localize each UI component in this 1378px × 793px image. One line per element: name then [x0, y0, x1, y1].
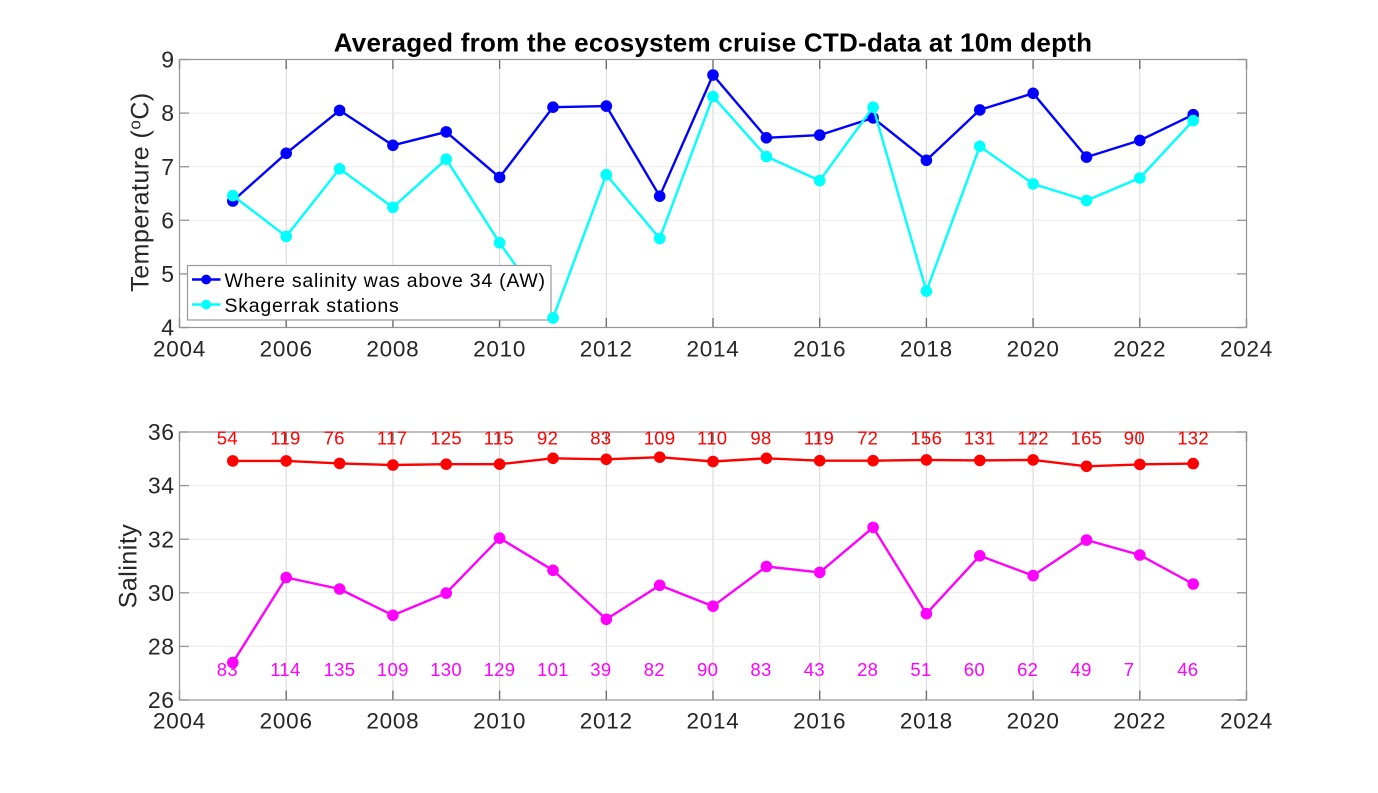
svg-text:49: 49: [1071, 659, 1092, 680]
svg-text:28: 28: [148, 634, 175, 660]
svg-text:110: 110: [697, 428, 727, 449]
svg-text:Salinity: Salinity: [115, 524, 143, 609]
svg-text:125: 125: [430, 428, 462, 449]
svg-text:115: 115: [484, 428, 514, 449]
svg-text:2016: 2016: [793, 337, 846, 362]
svg-text:92: 92: [537, 428, 558, 449]
svg-text:72: 72: [857, 428, 878, 449]
svg-text:2004: 2004: [153, 709, 206, 734]
svg-text:Skagerrak stations: Skagerrak stations: [225, 295, 400, 317]
svg-text:2014: 2014: [686, 337, 739, 362]
svg-text:7: 7: [1124, 659, 1135, 680]
svg-text:109: 109: [377, 659, 409, 680]
svg-text:9: 9: [161, 47, 174, 73]
svg-text:51: 51: [910, 659, 931, 680]
svg-text:2008: 2008: [366, 709, 419, 734]
svg-text:60: 60: [964, 659, 985, 680]
svg-text:101: 101: [537, 659, 569, 680]
svg-text:165: 165: [1071, 428, 1103, 449]
svg-text:54: 54: [217, 428, 238, 449]
svg-text:82: 82: [644, 659, 665, 680]
svg-text:83: 83: [750, 659, 771, 680]
svg-text:98: 98: [750, 428, 771, 449]
svg-text:2008: 2008: [366, 337, 419, 362]
svg-text:156: 156: [910, 428, 942, 449]
svg-text:2006: 2006: [260, 337, 313, 362]
svg-text:62: 62: [1017, 659, 1038, 680]
svg-text:2022: 2022: [1113, 337, 1166, 362]
svg-text:28: 28: [857, 659, 878, 680]
svg-text:83: 83: [217, 659, 238, 680]
svg-text:2014: 2014: [686, 709, 739, 734]
svg-text:36: 36: [148, 419, 175, 445]
svg-text:2018: 2018: [900, 709, 953, 734]
svg-text:26: 26: [148, 687, 175, 713]
svg-text:83: 83: [590, 428, 611, 449]
svg-text:2012: 2012: [580, 709, 633, 734]
svg-text:2006: 2006: [260, 709, 313, 734]
svg-text:2016: 2016: [793, 709, 846, 734]
svg-text:90: 90: [697, 659, 718, 680]
svg-text:Averaged from the ecosystem cr: Averaged from the ecosystem cruise CTD-d…: [334, 28, 1093, 58]
svg-text:43: 43: [804, 659, 825, 680]
svg-text:2010: 2010: [473, 337, 526, 362]
svg-text:130: 130: [430, 659, 462, 680]
svg-text:2024: 2024: [1220, 337, 1273, 362]
svg-text:122: 122: [1017, 428, 1049, 449]
svg-text:2022: 2022: [1113, 709, 1166, 734]
svg-text:109: 109: [644, 428, 676, 449]
svg-text:131: 131: [964, 428, 996, 449]
svg-text:119: 119: [804, 428, 834, 449]
svg-text:135: 135: [324, 659, 356, 680]
svg-text:8: 8: [161, 100, 174, 126]
svg-text:4: 4: [161, 315, 174, 341]
svg-text:Where salinity was above 34 (A: Where salinity was above 34 (AW): [225, 270, 546, 292]
svg-text:6: 6: [161, 207, 174, 233]
svg-text:119: 119: [270, 428, 300, 449]
svg-text:32: 32: [148, 526, 175, 552]
svg-text:46: 46: [1177, 659, 1198, 680]
svg-text:5: 5: [161, 261, 174, 287]
svg-text:7: 7: [161, 154, 174, 180]
svg-text:34: 34: [148, 473, 175, 499]
svg-text:2020: 2020: [1007, 337, 1060, 362]
svg-text:76: 76: [324, 428, 345, 449]
svg-text:2018: 2018: [900, 337, 953, 362]
svg-text:39: 39: [590, 659, 611, 680]
svg-text:90: 90: [1124, 428, 1145, 449]
svg-text:132: 132: [1177, 428, 1209, 449]
svg-text:2010: 2010: [473, 709, 526, 734]
svg-text:2024: 2024: [1220, 709, 1273, 734]
svg-text:2020: 2020: [1007, 709, 1060, 734]
svg-text:2004: 2004: [153, 337, 206, 362]
svg-text:30: 30: [148, 580, 175, 606]
svg-text:114: 114: [270, 659, 300, 680]
svg-text:117: 117: [377, 428, 407, 449]
svg-text:2012: 2012: [580, 337, 633, 362]
svg-text:129: 129: [484, 659, 516, 680]
